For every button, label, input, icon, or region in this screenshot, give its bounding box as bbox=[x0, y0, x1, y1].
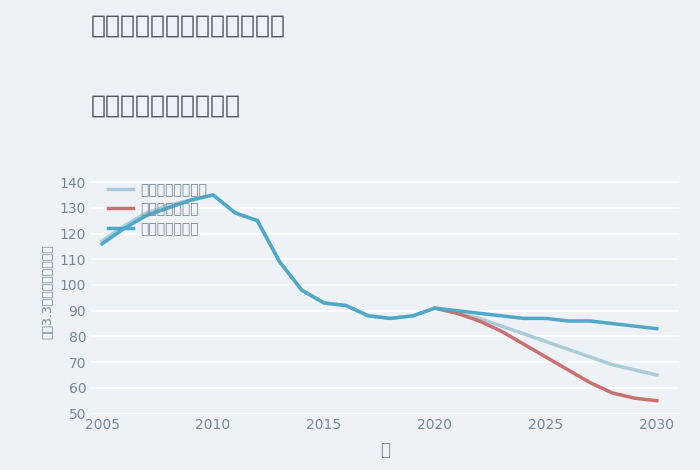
Line: ノーマルシナリオ: ノーマルシナリオ bbox=[102, 195, 657, 375]
ノーマルシナリオ bbox=[142, 210, 150, 216]
グッドシナリオ bbox=[98, 241, 106, 247]
ノーマルシナリオ bbox=[497, 323, 505, 329]
ノーマルシナリオ bbox=[342, 303, 351, 308]
ノーマルシナリオ bbox=[542, 339, 550, 345]
グッドシナリオ bbox=[231, 210, 239, 216]
ノーマルシナリオ bbox=[430, 306, 439, 311]
バッドシナリオ bbox=[608, 390, 617, 396]
グッドシナリオ bbox=[364, 313, 372, 319]
バッドシナリオ bbox=[586, 380, 594, 385]
グッドシナリオ bbox=[342, 303, 351, 308]
グッドシナリオ bbox=[298, 287, 306, 293]
グッドシナリオ bbox=[164, 205, 173, 211]
ノーマルシナリオ bbox=[364, 313, 372, 319]
グッドシナリオ bbox=[608, 321, 617, 326]
ノーマルシナリオ bbox=[209, 192, 217, 198]
ノーマルシナリオ bbox=[320, 300, 328, 306]
グッドシナリオ bbox=[652, 326, 661, 331]
バッドシナリオ bbox=[542, 354, 550, 360]
ノーマルシナリオ bbox=[652, 372, 661, 378]
グッドシナリオ bbox=[564, 318, 573, 324]
グッドシナリオ bbox=[519, 315, 528, 321]
グッドシナリオ bbox=[320, 300, 328, 306]
ノーマルシナリオ bbox=[231, 210, 239, 216]
ノーマルシナリオ bbox=[120, 223, 129, 228]
ノーマルシナリオ bbox=[409, 313, 417, 319]
ノーマルシナリオ bbox=[298, 287, 306, 293]
ノーマルシナリオ bbox=[564, 346, 573, 352]
X-axis label: 年: 年 bbox=[380, 441, 390, 459]
グッドシナリオ bbox=[275, 259, 284, 265]
Legend: ノーマルシナリオ, バッドシナリオ, グッドシナリオ: ノーマルシナリオ, バッドシナリオ, グッドシナリオ bbox=[104, 179, 211, 240]
グッドシナリオ bbox=[453, 308, 461, 313]
ノーマルシナリオ bbox=[187, 197, 195, 203]
グッドシナリオ bbox=[187, 197, 195, 203]
Y-axis label: 坪（3.3㎡）単価（万円）: 坪（3.3㎡）単価（万円） bbox=[41, 244, 54, 339]
Line: バッドシナリオ: バッドシナリオ bbox=[435, 308, 657, 401]
バッドシナリオ bbox=[497, 329, 505, 334]
バッドシナリオ bbox=[564, 367, 573, 373]
グッドシナリオ bbox=[209, 192, 217, 198]
ノーマルシナリオ bbox=[164, 203, 173, 208]
グッドシナリオ bbox=[409, 313, 417, 319]
ノーマルシナリオ bbox=[453, 311, 461, 316]
バッドシナリオ bbox=[519, 341, 528, 347]
ノーマルシナリオ bbox=[608, 362, 617, 368]
ノーマルシナリオ bbox=[631, 367, 639, 373]
ノーマルシナリオ bbox=[475, 315, 484, 321]
Line: グッドシナリオ: グッドシナリオ bbox=[102, 195, 657, 329]
ノーマルシナリオ bbox=[386, 315, 395, 321]
ノーマルシナリオ bbox=[519, 331, 528, 337]
グッドシナリオ bbox=[497, 313, 505, 319]
グッドシナリオ bbox=[120, 226, 129, 231]
グッドシナリオ bbox=[142, 213, 150, 219]
Text: 兵庫県豊岡市出石町鍛冶屋の: 兵庫県豊岡市出石町鍛冶屋の bbox=[91, 14, 286, 38]
ノーマルシナリオ bbox=[253, 218, 262, 223]
バッドシナリオ bbox=[631, 395, 639, 401]
グッドシナリオ bbox=[430, 306, 439, 311]
バッドシナリオ bbox=[475, 318, 484, 324]
グッドシナリオ bbox=[586, 318, 594, 324]
Text: 中古戸建ての価格推移: 中古戸建ての価格推移 bbox=[91, 94, 241, 118]
ノーマルシナリオ bbox=[275, 259, 284, 265]
バッドシナリオ bbox=[430, 306, 439, 311]
グッドシナリオ bbox=[386, 315, 395, 321]
グッドシナリオ bbox=[542, 315, 550, 321]
ノーマルシナリオ bbox=[586, 354, 594, 360]
バッドシナリオ bbox=[453, 311, 461, 316]
グッドシナリオ bbox=[475, 311, 484, 316]
バッドシナリオ bbox=[652, 398, 661, 404]
グッドシナリオ bbox=[253, 218, 262, 223]
ノーマルシナリオ bbox=[98, 238, 106, 244]
グッドシナリオ bbox=[631, 323, 639, 329]
